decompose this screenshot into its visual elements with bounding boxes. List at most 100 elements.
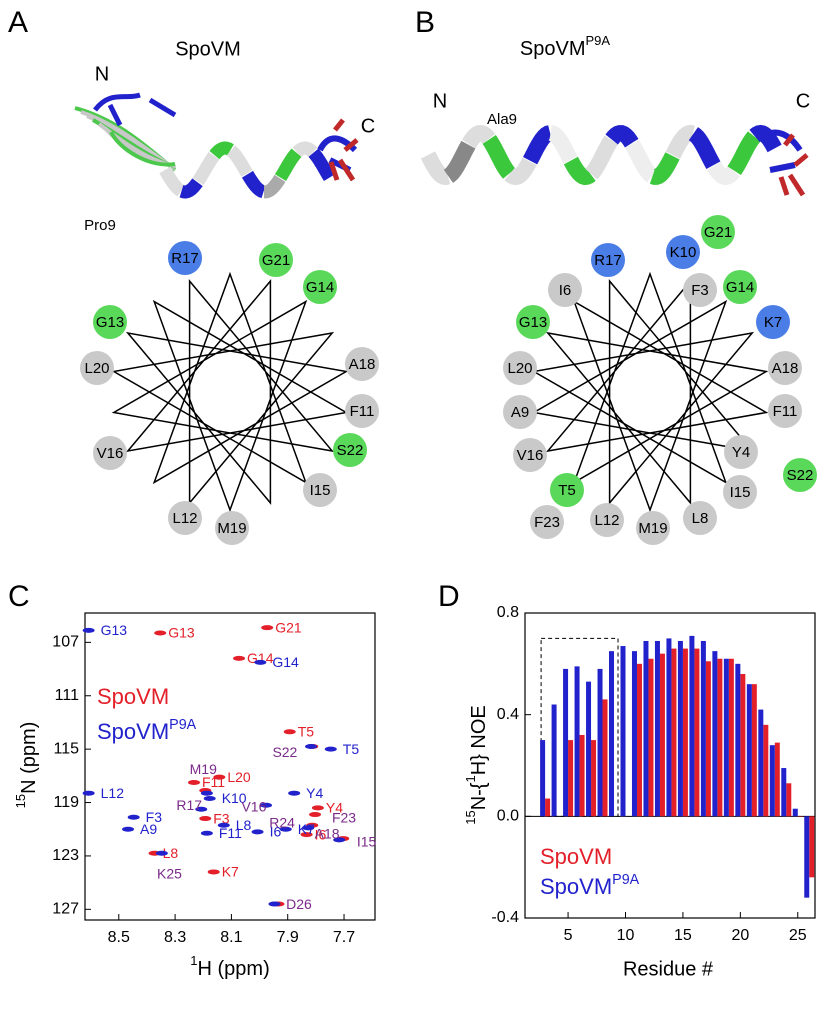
legend-entry: SpoVM	[97, 684, 169, 709]
residue-label: L8	[692, 510, 709, 527]
residue-circle	[93, 305, 127, 339]
residue-label: I15	[730, 484, 751, 501]
residue-circle	[503, 395, 537, 429]
y-tick-label: -0.4	[491, 909, 519, 926]
residue-label: T5	[558, 482, 576, 499]
helix-segment	[727, 131, 761, 176]
bar	[763, 724, 769, 817]
legend-entry-main: SpoVM	[540, 844, 612, 869]
side-chain	[793, 153, 809, 167]
helix-segment	[292, 141, 318, 158]
peak	[195, 806, 208, 812]
residue-label: K10	[670, 244, 697, 261]
peak-label: T5	[298, 723, 315, 739]
y-axis-label: 15N (ppm)	[13, 722, 40, 809]
bar	[774, 742, 780, 817]
y-tick-label: 0.0	[497, 808, 519, 825]
helix-segment	[420, 151, 451, 186]
bar	[551, 704, 557, 817]
helix-segment	[585, 135, 619, 180]
bar	[746, 684, 752, 817]
bar	[545, 798, 551, 817]
n-term-blue	[93, 92, 177, 127]
residue-label: R17	[171, 250, 199, 267]
peak	[82, 627, 95, 633]
residue-label: M19	[217, 520, 246, 537]
residue-circle	[168, 241, 202, 275]
peak-label: G14	[247, 650, 274, 666]
residue-circle	[768, 351, 802, 385]
residue-circle	[783, 458, 817, 492]
y-tick-label: 0.8	[497, 604, 519, 621]
peak	[217, 822, 230, 828]
residue-label: A9	[511, 404, 529, 421]
residue-circle	[303, 270, 337, 304]
peak-label: L20	[227, 769, 251, 785]
peak	[154, 630, 167, 636]
peak	[203, 796, 216, 802]
plot-frame	[84, 612, 376, 921]
peak	[324, 746, 337, 752]
peak	[155, 850, 168, 856]
helix-segment	[707, 161, 740, 186]
n-terminus: N	[95, 63, 109, 85]
peak-label: D26	[286, 896, 312, 912]
peak	[279, 826, 292, 832]
residue-circle	[513, 438, 547, 472]
residue-label: I15	[310, 482, 331, 499]
peak-label: I6	[315, 826, 327, 842]
residue-label: S22	[787, 467, 814, 484]
y-tick-label: 123	[52, 847, 79, 864]
peak-label: F23	[332, 809, 356, 825]
peak	[311, 805, 324, 811]
helix-segment	[443, 140, 476, 183]
peak	[309, 812, 322, 818]
bar	[671, 648, 677, 817]
bar	[735, 663, 741, 817]
n-terminus: N	[433, 90, 447, 112]
legend-entry: SpoVMP9A	[540, 872, 640, 899]
bar	[563, 668, 569, 817]
residue-circle	[259, 243, 293, 277]
peak	[260, 802, 273, 808]
residue-circle	[215, 511, 249, 545]
bar	[758, 709, 764, 817]
residue-label: A18	[772, 360, 799, 377]
bar	[568, 740, 574, 817]
residue-circle	[701, 215, 735, 249]
y-axis-label-part: H} NOE	[468, 705, 490, 775]
legend-entry-main: SpoVM	[97, 684, 169, 709]
bar	[591, 740, 597, 817]
peak	[283, 729, 296, 735]
residue-label: L12	[172, 510, 197, 527]
side-chain	[778, 176, 790, 196]
helix-segment	[649, 152, 680, 185]
panel-title-sup: P9A	[586, 33, 611, 48]
residue-label: V16	[97, 445, 124, 462]
residue-label: A18	[349, 356, 376, 373]
peak-label: T5	[343, 741, 360, 757]
helix-segment	[179, 178, 203, 199]
y-axis-label: 15N-{1H} NOE	[463, 705, 490, 825]
peak-label: L8	[163, 845, 179, 861]
residue-circle	[93, 436, 127, 470]
residue-label: G14	[726, 279, 754, 296]
residue-label: L20	[84, 360, 109, 377]
residue-circle	[333, 433, 367, 467]
bar	[586, 681, 592, 817]
helix-segment	[308, 148, 336, 181]
bar	[579, 735, 585, 817]
peak-label: M19	[190, 761, 217, 777]
peak-label: G21	[275, 619, 302, 635]
y-tick-label: 107	[52, 634, 79, 651]
x-tick-label: 10	[617, 927, 635, 944]
plot-frame	[524, 612, 816, 919]
residue-circle	[80, 351, 114, 385]
side-chain	[783, 133, 795, 147]
residue-circle	[724, 435, 758, 469]
peak-label: R17	[176, 797, 202, 813]
legend-entry-main: SpoVM	[540, 874, 612, 899]
bar	[609, 651, 615, 817]
bar	[694, 648, 700, 817]
helix-segment	[209, 141, 234, 160]
